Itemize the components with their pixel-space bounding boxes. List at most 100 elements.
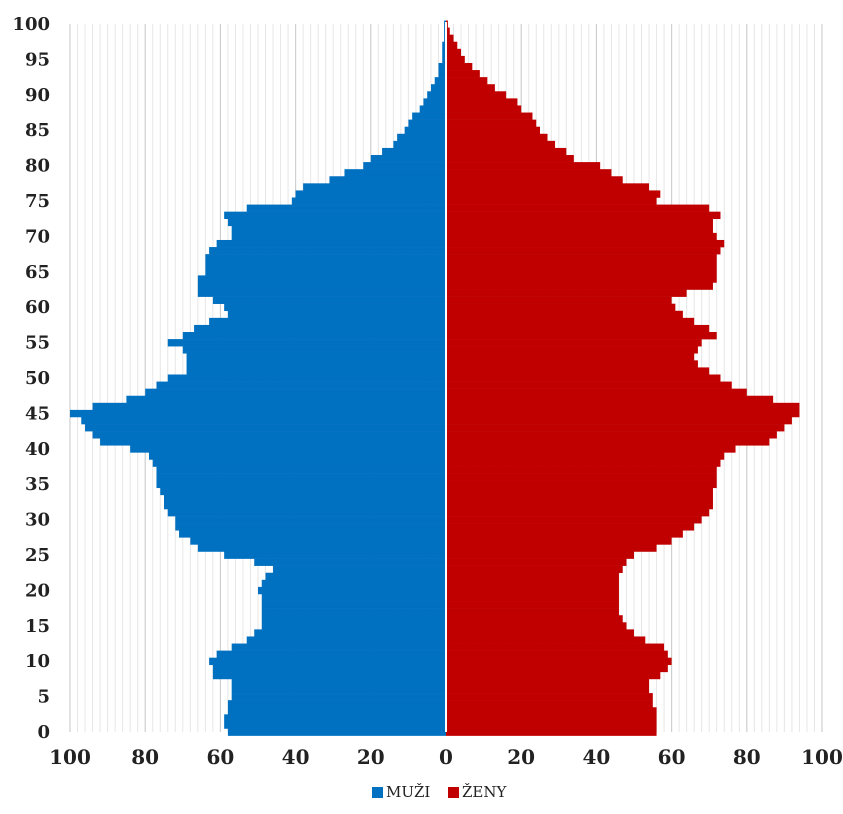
bar-female-age-36: [446, 473, 717, 481]
bar-female-age-90: [446, 91, 507, 99]
bar-male-age-32: [164, 501, 446, 510]
bar-female-age-79: [446, 169, 612, 177]
bar-male-age-35: [156, 480, 447, 489]
bar-male-age-39: [148, 452, 446, 460]
bar-male-age-76: [295, 190, 446, 198]
bar-male-age-93: [438, 70, 446, 78]
y-tick-label: 80: [25, 156, 50, 177]
bar-male-age-84: [397, 133, 446, 142]
bar-female-age-46: [446, 402, 800, 411]
x-tick-label: 100: [801, 745, 843, 769]
bar-male-age-65: [205, 268, 446, 276]
bar-male-age-77: [303, 183, 446, 191]
bar-female-age-52: [446, 360, 698, 368]
bar-male-age-86: [408, 119, 446, 127]
y-tick-label: 10: [25, 651, 50, 672]
bar-male-age-62: [197, 289, 446, 297]
bar-female-age-70: [446, 232, 717, 241]
x-tick-label: 20: [357, 745, 385, 769]
bar-female-age-86: [446, 119, 537, 127]
bar-female-age-84: [446, 133, 548, 142]
bar-male-age-83: [393, 140, 446, 149]
y-tick-label: 20: [25, 580, 50, 601]
bar-male-age-53: [186, 353, 446, 361]
x-tick-label: 20: [507, 745, 535, 769]
bar-male-age-14: [254, 629, 446, 637]
bar-male-age-78: [329, 176, 446, 184]
bar-male-age-58: [209, 317, 446, 326]
bar-male-age-95: [442, 55, 446, 64]
bar-female-age-87: [446, 112, 533, 120]
bar-male-age-30: [175, 516, 446, 524]
bar-female-age-51: [446, 367, 710, 375]
bar-female-age-88: [446, 105, 522, 113]
bar-male-age-68: [209, 247, 446, 255]
bar-male-age-42: [92, 431, 446, 439]
x-tick-label: 0: [439, 745, 453, 769]
bar-female-age-65: [446, 268, 717, 276]
bar-female-age-11: [446, 650, 668, 658]
bar-female-age-1: [446, 721, 657, 729]
bar-male-age-11: [216, 650, 446, 658]
bar-male-age-57: [194, 324, 446, 333]
y-tick-label: 15: [25, 616, 50, 637]
legend-swatch-female: [448, 787, 459, 798]
bar-female-age-62: [446, 289, 687, 297]
y-tick-label: 60: [25, 297, 50, 318]
bar-female-age-55: [446, 339, 702, 347]
bar-female-age-83: [446, 140, 556, 149]
bar-male-age-6: [231, 686, 446, 694]
bar-male-age-75: [291, 197, 446, 205]
legend-swatch-male: [372, 787, 383, 798]
bar-female-age-47: [446, 395, 774, 404]
bar-female-age-15: [446, 622, 627, 630]
x-tick-label: 60: [206, 745, 234, 769]
bar-female-age-60: [446, 303, 676, 312]
bar-male-age-61: [212, 296, 446, 304]
y-tick-label: 70: [25, 226, 50, 247]
bar-female-age-45: [446, 409, 800, 418]
bar-female-age-98: [446, 34, 454, 43]
bar-male-age-59: [227, 310, 446, 319]
bar-female-age-49: [446, 381, 732, 389]
x-tick-label: 80: [131, 745, 159, 769]
bar-female-age-48: [446, 388, 747, 397]
bar-male-age-18: [261, 601, 446, 609]
bar-male-age-70: [231, 232, 446, 241]
bar-male-age-87: [412, 112, 446, 120]
bar-male-age-44: [81, 416, 446, 425]
x-tick-label: 100: [49, 745, 91, 769]
y-tick-label: 0: [37, 722, 50, 743]
bar-male-age-81: [370, 155, 446, 163]
bar-female-age-97: [446, 41, 458, 50]
bar-male-age-94: [438, 62, 446, 71]
bar-male-age-92: [434, 77, 446, 85]
bar-female-age-17: [446, 608, 619, 616]
y-tick-label: 5: [37, 687, 50, 708]
bar-male-age-89: [423, 98, 446, 106]
bar-female-age-78: [446, 176, 623, 184]
bar-male-age-27: [190, 537, 446, 545]
bar-female-age-85: [446, 126, 540, 135]
bar-female-age-68: [446, 247, 721, 255]
male-series: [70, 20, 447, 736]
bar-female-age-26: [446, 544, 657, 552]
bar-female-age-5: [446, 693, 653, 701]
y-tick-label: 95: [25, 49, 50, 70]
bar-male-age-2: [224, 714, 446, 722]
bar-male-age-29: [175, 523, 446, 531]
bar-male-age-17: [261, 608, 446, 616]
bar-male-age-56: [182, 332, 447, 340]
bar-male-age-22: [265, 572, 446, 581]
bar-female-age-24: [446, 558, 627, 566]
bar-female-age-38: [446, 459, 721, 467]
bar-female-age-22: [446, 572, 619, 581]
bar-female-age-99: [446, 27, 450, 35]
bar-male-age-38: [152, 459, 446, 467]
bar-female-age-72: [446, 218, 713, 227]
bar-male-age-43: [85, 424, 446, 432]
bar-male-age-50: [167, 374, 446, 382]
bar-female-age-7: [446, 678, 650, 687]
bar-female-age-43: [446, 424, 785, 432]
bar-male-age-23: [273, 565, 446, 574]
